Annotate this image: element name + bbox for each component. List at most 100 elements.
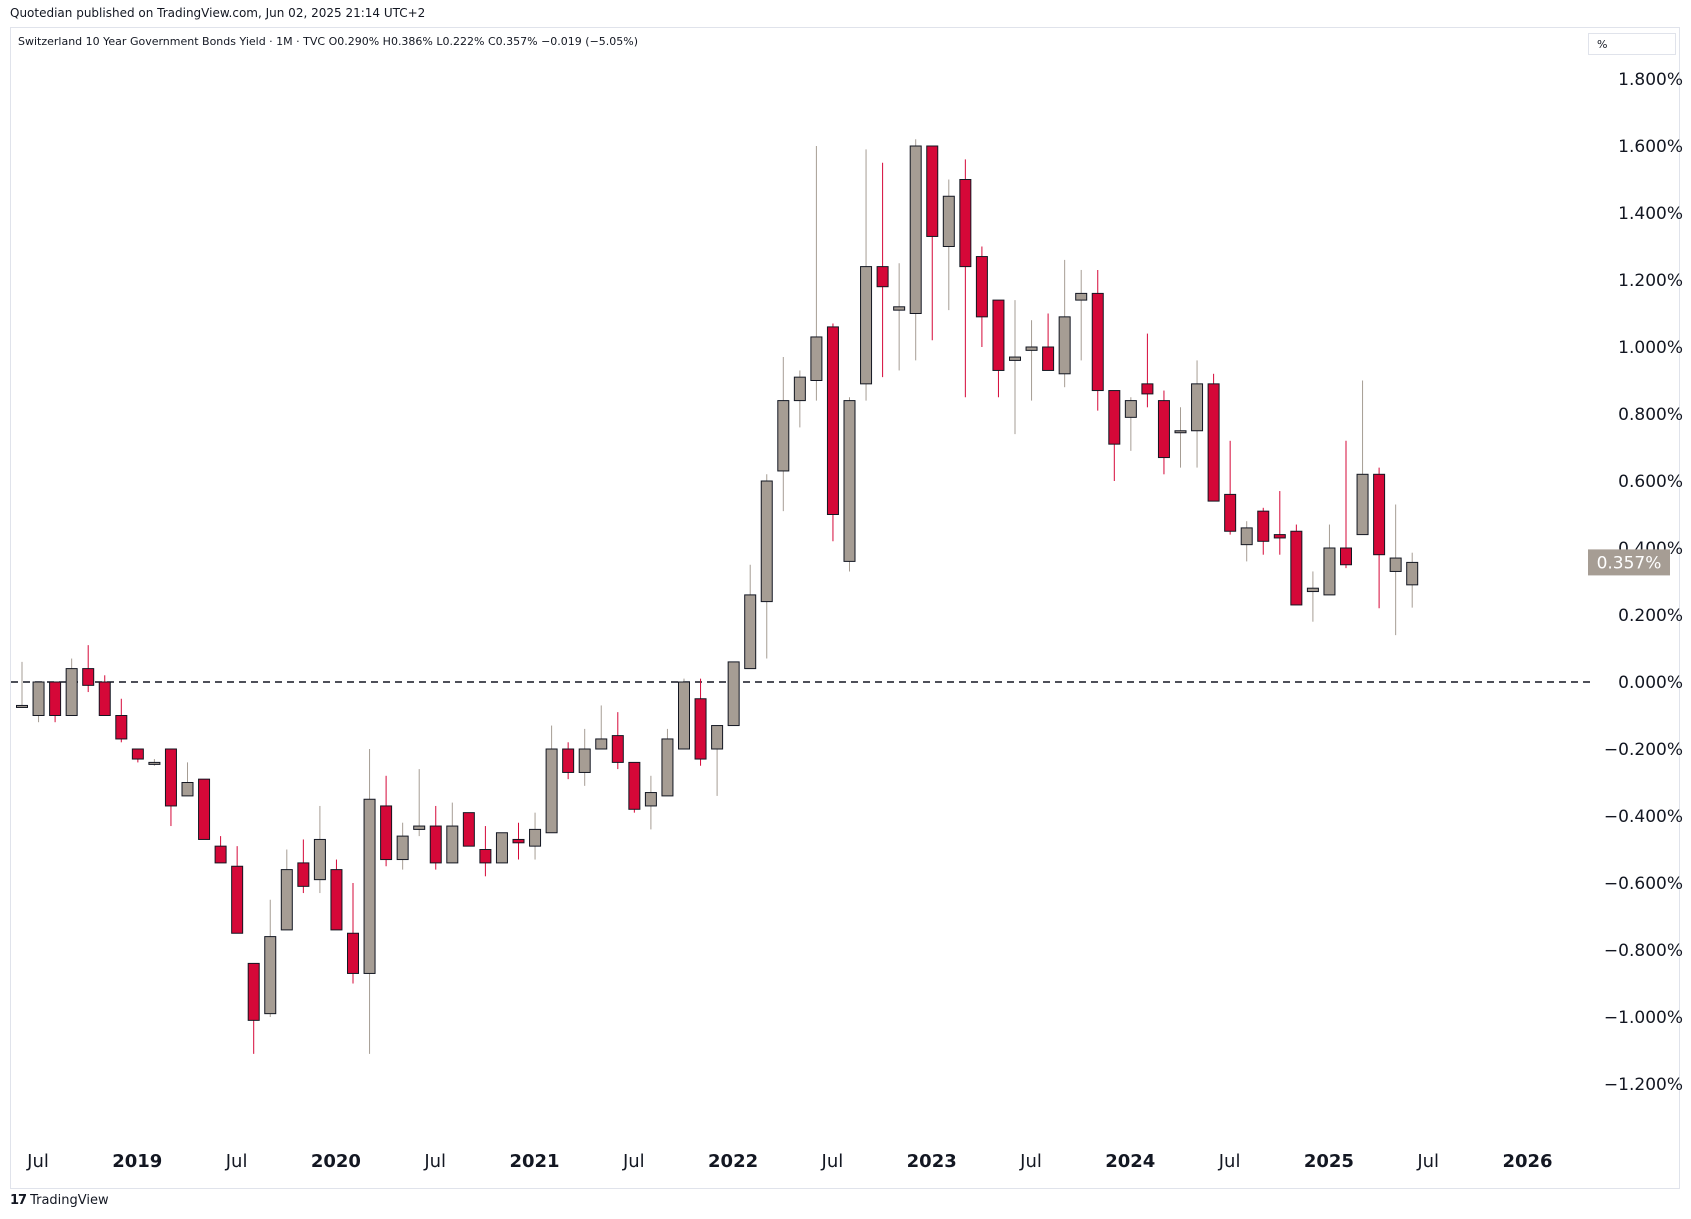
symbol-legend[interactable]: Switzerland 10 Year Government Bonds Yie… bbox=[18, 35, 639, 48]
candle-body bbox=[280, 869, 293, 931]
y-tick-label: 0.200% bbox=[1618, 606, 1683, 626]
candle-body bbox=[347, 932, 359, 974]
candle bbox=[65, 658, 78, 716]
candle-body bbox=[810, 336, 823, 382]
candle-body bbox=[479, 849, 492, 864]
candle bbox=[1174, 407, 1187, 468]
candle bbox=[1273, 491, 1286, 555]
candle-body bbox=[98, 681, 111, 716]
candle bbox=[1389, 504, 1402, 636]
candle-body bbox=[711, 725, 724, 750]
publisher-caption: Quotedian published on TradingView.com, … bbox=[10, 6, 426, 20]
candle bbox=[1373, 467, 1386, 609]
candle bbox=[578, 728, 591, 786]
candle bbox=[1157, 390, 1170, 475]
candle-body bbox=[429, 825, 442, 864]
y-tick-label: −0.600% bbox=[1604, 874, 1683, 894]
candle-body bbox=[611, 735, 624, 763]
candle-body bbox=[661, 738, 674, 797]
candle-body bbox=[578, 748, 591, 773]
candle-body bbox=[595, 738, 608, 750]
candle bbox=[1124, 397, 1137, 451]
candle-body bbox=[628, 761, 641, 810]
candle bbox=[1290, 524, 1303, 606]
candle-body bbox=[1323, 547, 1336, 596]
x-tick-label: Jul bbox=[1218, 1151, 1241, 1172]
y-tick-label: 1.400% bbox=[1618, 204, 1683, 224]
candle bbox=[942, 179, 955, 311]
candle-body bbox=[992, 299, 1005, 371]
candle-body bbox=[678, 681, 690, 750]
candle-body bbox=[214, 845, 227, 864]
candle bbox=[595, 705, 608, 750]
candle-body bbox=[131, 748, 144, 760]
candle-body bbox=[893, 306, 906, 311]
chart-frame bbox=[10, 27, 1680, 1189]
tradingview-brand[interactable]: 17 TradingView bbox=[10, 1193, 109, 1208]
candle-body bbox=[694, 698, 707, 760]
x-tick-label: Jul bbox=[423, 1151, 446, 1172]
candle bbox=[1340, 440, 1352, 569]
candle-body bbox=[16, 704, 28, 708]
candle-body bbox=[1207, 383, 1220, 502]
candle-body bbox=[1042, 346, 1055, 371]
candle bbox=[98, 675, 111, 716]
candle-body bbox=[1240, 527, 1253, 546]
candle bbox=[214, 836, 227, 864]
candle-body bbox=[247, 962, 260, 1021]
candle-body bbox=[1389, 557, 1402, 572]
candle-body bbox=[231, 865, 244, 934]
candle bbox=[860, 149, 873, 401]
candle bbox=[512, 822, 525, 860]
candle bbox=[661, 728, 674, 797]
candle-body bbox=[644, 792, 657, 807]
candle-body bbox=[1191, 383, 1204, 432]
candle bbox=[1058, 259, 1071, 388]
x-axis: Jul 2019 Jul 2020 Jul 2021 Jul 2022 Jul 2023 Jul 20… bbox=[26, 1151, 1552, 1172]
y-tick-label: 0.600% bbox=[1618, 472, 1683, 492]
candle bbox=[727, 661, 740, 727]
candle bbox=[1224, 440, 1237, 535]
x-tick-label: 2023 bbox=[907, 1151, 957, 1172]
candle bbox=[1141, 333, 1154, 408]
candle bbox=[131, 748, 144, 763]
candle-body bbox=[1224, 493, 1237, 532]
candle-body bbox=[529, 828, 542, 847]
y-tick-label: 1.800% bbox=[1618, 70, 1683, 90]
candle-body bbox=[545, 748, 558, 834]
candle bbox=[1075, 269, 1088, 361]
candle-body bbox=[744, 594, 757, 670]
y-tick-label: −0.200% bbox=[1604, 740, 1683, 760]
candle-body bbox=[793, 376, 806, 402]
y-tick-label: −0.400% bbox=[1604, 807, 1683, 827]
candle bbox=[810, 146, 823, 401]
candle bbox=[380, 775, 393, 867]
x-tick-label: Jul bbox=[225, 1151, 248, 1172]
candle-body bbox=[1108, 390, 1121, 445]
candle-body bbox=[1340, 547, 1352, 566]
candle-body bbox=[148, 761, 161, 765]
candle bbox=[777, 357, 790, 512]
candle bbox=[628, 761, 641, 813]
candle-body bbox=[860, 266, 873, 385]
candle-body bbox=[181, 782, 194, 797]
y-tick-label: −0.800% bbox=[1604, 941, 1683, 961]
candle-body bbox=[1075, 292, 1088, 301]
candle bbox=[429, 805, 442, 870]
candle-body bbox=[1306, 587, 1319, 593]
candle-body bbox=[562, 748, 575, 773]
candle-body bbox=[959, 179, 972, 268]
candle-body bbox=[1406, 561, 1419, 586]
candle bbox=[793, 370, 806, 428]
candle bbox=[992, 299, 1005, 398]
candle bbox=[413, 769, 426, 837]
candle-body bbox=[396, 835, 409, 861]
candle-body bbox=[1257, 510, 1270, 542]
candle bbox=[1323, 524, 1336, 596]
candle bbox=[1108, 390, 1121, 481]
price-scale-unit-button[interactable]: % bbox=[1588, 33, 1676, 55]
candle bbox=[280, 849, 293, 931]
x-tick-label: 2025 bbox=[1304, 1151, 1354, 1172]
candle bbox=[446, 802, 459, 864]
